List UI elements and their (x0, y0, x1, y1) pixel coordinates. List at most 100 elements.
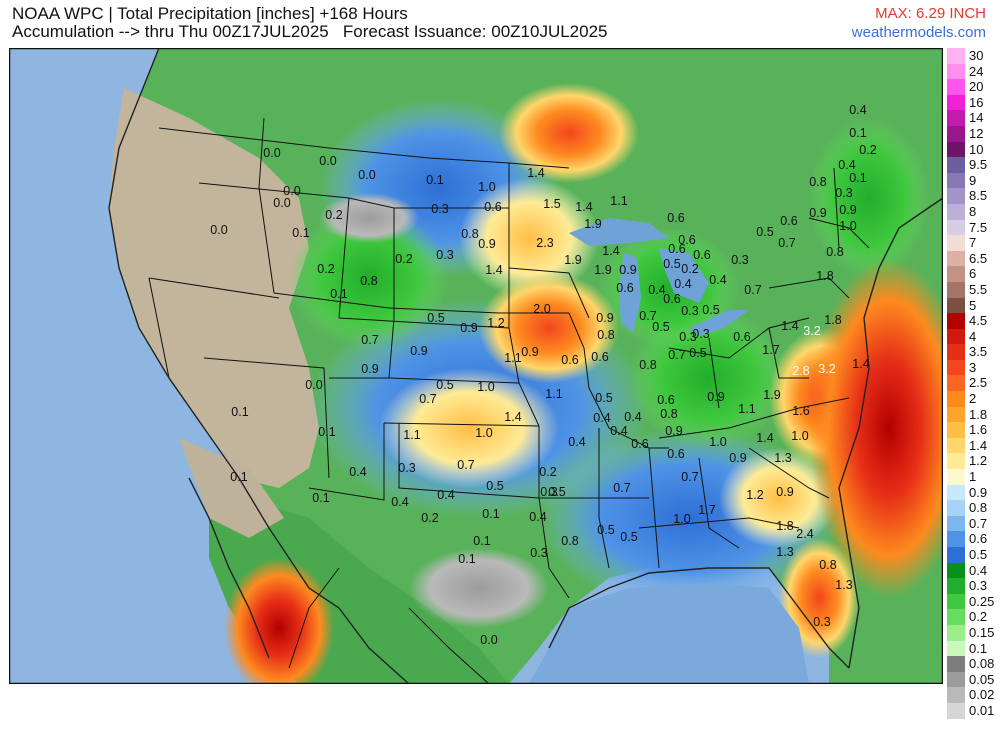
legend-swatch (947, 593, 965, 610)
legend-item: 7.5 (947, 219, 991, 236)
precip-value-label: 0.8 (639, 358, 656, 372)
precip-value-label: 1.4 (781, 319, 798, 333)
precip-value-label: 1.4 (602, 244, 619, 258)
legend-label: 1 (969, 469, 977, 485)
precip-value-label: 0.5 (486, 479, 503, 493)
precip-value-label: 0.5 (663, 257, 680, 271)
precip-value-label: 0.0 (319, 154, 336, 168)
legend-item: 4.5 (947, 313, 991, 329)
precip-value-label: 1.8 (816, 269, 833, 283)
title-line-2: Accumulation --> thru Thu 00Z17JUL2025 F… (12, 22, 608, 41)
legend-label: 30 (969, 48, 984, 63)
precip-value-label: 3.2 (803, 324, 820, 338)
legend-swatch (947, 702, 965, 719)
precip-value-label: 1.3 (776, 545, 793, 559)
legend-item: 0.1 (947, 640, 991, 657)
legend-item: 0.4 (947, 562, 991, 579)
legend-swatch (947, 422, 965, 438)
precip-value-label: 0.3 (436, 248, 453, 262)
legend-swatch (947, 157, 965, 173)
lake-erie (689, 310, 749, 336)
legend-swatch (947, 640, 965, 657)
ga-yellow (719, 448, 839, 548)
title-line-1: NOAA WPC | Total Precipitation [inches] … (12, 4, 408, 23)
legend-swatch (947, 313, 965, 329)
precip-value-label: 0.9 (410, 344, 427, 358)
legend-label: 12 (969, 125, 984, 141)
precip-value-label: 0.1 (312, 491, 329, 505)
precip-value-label: 0.4 (624, 410, 641, 424)
legend-swatch (947, 110, 965, 126)
legend-label: 0.25 (969, 593, 995, 609)
ne-green (809, 118, 929, 278)
precip-value-label: 0.7 (668, 348, 685, 362)
legend-label: 8.5 (969, 188, 988, 204)
legend-item: 0.9 (947, 484, 991, 501)
legend-label: 9.5 (969, 157, 988, 173)
precip-value-label: 1.4 (756, 431, 773, 445)
precip-value-label: 0.7 (361, 333, 378, 347)
legend-label: 2 (969, 391, 977, 407)
precip-value-label: 0.9 (776, 485, 793, 499)
precip-value-label: 0.6 (667, 447, 684, 461)
precip-value-label: 0.4 (674, 277, 691, 291)
precip-value-label: 0.1 (482, 507, 499, 521)
precip-value-label: 0.1 (330, 287, 347, 301)
legend-item: 14 (947, 110, 991, 126)
legend-label: 0.8 (969, 500, 988, 516)
precip-value-label: 1.8 (824, 313, 841, 327)
precip-value-label: 1.9 (763, 388, 780, 402)
legend-swatch (947, 79, 965, 95)
legend-item: 7 (947, 235, 991, 251)
precip-value-label: 0.7 (457, 458, 474, 472)
precip-value-label: 1.9 (584, 217, 601, 231)
legend-label: 20 (969, 79, 984, 95)
legend-item: 0.08 (947, 656, 994, 672)
precip-value-label: 2.0 (533, 302, 550, 316)
precip-value-label: 0.4 (610, 424, 627, 438)
legend-swatch (947, 359, 965, 376)
legend-label: 0.4 (969, 562, 988, 578)
legend-swatch (947, 266, 965, 282)
legend-label: 14 (969, 110, 984, 126)
header-right: MAX: 6.29 INCH weathermodels.com (852, 4, 986, 42)
legend-item: 1.6 (947, 422, 991, 438)
legend-item: 1.2 (947, 453, 991, 470)
precip-value-label: 2.3 (536, 236, 553, 250)
precip-value-label: 1.4 (852, 357, 869, 371)
precip-value-label: 1.4 (485, 263, 502, 277)
precip-value-label: 1.4 (527, 166, 544, 180)
precip-value-label: 0.6 (663, 292, 680, 306)
coastline (108, 48, 943, 684)
precip-value-label: 0.9 (707, 390, 724, 404)
legend-item: 1.8 (947, 406, 991, 423)
legend-label: 1.6 (969, 422, 988, 438)
precip-value-label: 0.4 (593, 411, 610, 425)
legend-label: 16 (969, 94, 984, 110)
legend-label: 0.02 (969, 687, 995, 703)
legend-swatch (947, 609, 965, 625)
legend-swatch (947, 671, 965, 688)
legend-swatch (947, 375, 965, 392)
legend-label: 5.5 (969, 281, 988, 297)
legend-item: 3.5 (947, 344, 991, 360)
legend-swatch (947, 328, 965, 345)
precip-value-label: 0.4 (529, 510, 546, 524)
lake-huron (659, 248, 709, 303)
precip-value-label: 0.5 (548, 485, 565, 499)
precip-value-label: 1.1 (403, 428, 420, 442)
precip-value-label: 0.7 (778, 236, 795, 250)
legend-item: 6 (947, 266, 991, 282)
precip-value-label: 0.1 (318, 425, 335, 439)
precip-value-label: 1.9 (594, 263, 611, 277)
precip-value-label: 1.0 (709, 435, 726, 449)
precip-value-label: 0.5 (620, 530, 637, 544)
precipitation-map: 0.00.00.00.00.00.00.1 1.01.40.2 0.3 0.6 1.5 1… (9, 48, 943, 684)
legend-item: 0.15 (947, 624, 994, 641)
precip-value-label: 0.6 (693, 248, 710, 262)
precip-value-label: 0.2 (859, 143, 876, 157)
legend-label: 0.6 (969, 531, 988, 547)
precip-value-label: 0.4 (709, 273, 726, 287)
legend-swatch (947, 624, 965, 641)
precip-value-label: 0.3 (835, 186, 852, 200)
